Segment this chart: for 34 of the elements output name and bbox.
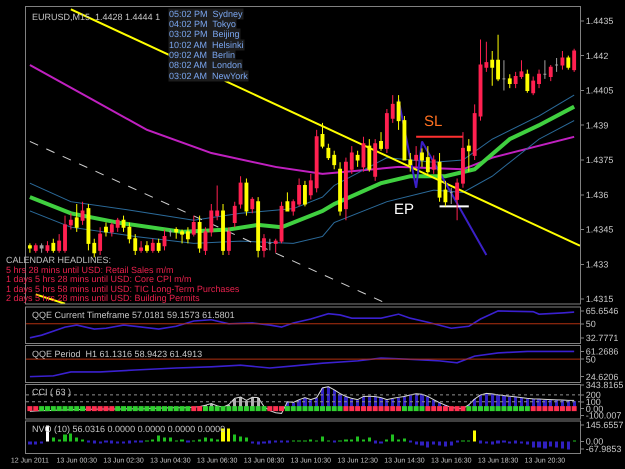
- annotation: 5 hrs 28 mins until USD: Retail Sales m/m: [6, 265, 174, 275]
- chart-title: QQE Current Timeframe 57.0181 59.1573 61.5801: [32, 310, 235, 320]
- y-tick-label: 50: [586, 318, 596, 329]
- y-tick-label: -67.9853: [586, 444, 622, 454]
- annotation: SL: [424, 113, 442, 130]
- annotation: 03:02 PM Beijing: [169, 29, 240, 39]
- chart-title: QQE Period H1 61.1316 58.9423 61.4913: [32, 349, 202, 359]
- y-tick-label: 50: [586, 354, 596, 364]
- annotation: 1 days 5 hrs 58 mins until USD: TIC Long-Term Purchases: [6, 284, 240, 294]
- y-tick-label: 343.8165: [586, 380, 624, 390]
- annotation: 09:02 AM Berlin: [169, 50, 236, 60]
- y-tick-label: 24.6206: [586, 372, 618, 382]
- annotation: 1 days 5 hrs 28 mins until USD: Core CPI m/m: [6, 274, 192, 284]
- annotation: 04:02 PM Tokyo: [169, 19, 236, 29]
- y-tick-label: 145.6557: [586, 420, 624, 430]
- y-tick-label: 1.4375: [586, 155, 614, 166]
- y-tick-label: 65.6546: [586, 306, 618, 316]
- y-tick-label: 1.4315: [586, 294, 614, 304]
- annotation: 03:02 AM NewYork: [169, 71, 248, 81]
- y-tick-label: 1.442: [586, 50, 608, 61]
- y-tick-label: 0.00: [586, 436, 604, 447]
- y-tick-label: 1.439: [586, 120, 608, 130]
- y-tick-label: 1.433: [586, 259, 608, 270]
- annotation: 05:02 PM Sydney: [169, 9, 244, 19]
- chart-title: CCI ( 63 ): [32, 387, 72, 397]
- annotation: 08:02 AM London: [169, 60, 242, 70]
- annotation: EP: [394, 201, 414, 218]
- y-tick-label: 1.4405: [586, 86, 614, 96]
- y-tick-label: 1.4345: [586, 224, 614, 235]
- y-tick-label: 32.7771: [586, 333, 618, 344]
- y-tick-label: 1.436: [586, 190, 608, 200]
- y-tick-label: 1.4435: [586, 16, 614, 26]
- annotation: 10:02 AM Helsinki: [169, 40, 244, 50]
- y-tick-label: 61.2686: [586, 346, 618, 357]
